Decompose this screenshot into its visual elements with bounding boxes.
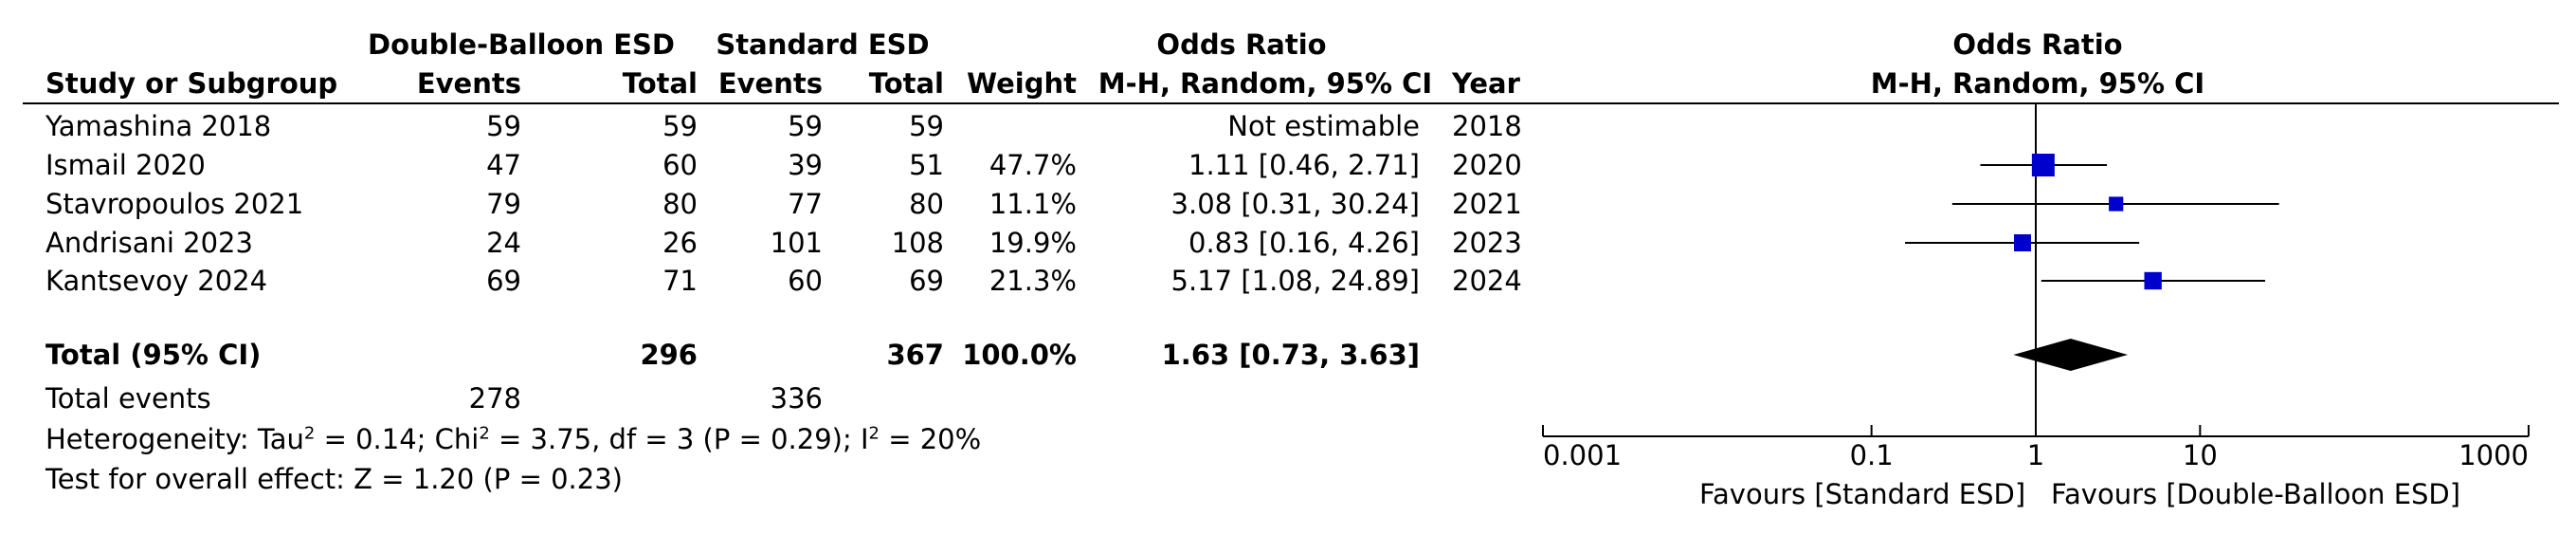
group1-header: Double-Balloon ESD [368,28,675,61]
weight-cell: 19.9% [989,227,1077,259]
total2-cell: 51 [909,149,944,181]
or-table-title: Odds Ratio [1156,28,1327,61]
total-ci: 1.63 [0.73, 3.63] [1161,339,1420,371]
total1-cell: 80 [662,188,698,220]
total1-cell: 26 [662,227,698,259]
year-cell: 2024 [1452,265,1522,297]
events2-cell: 39 [788,149,823,181]
year-cell: 2023 [1452,227,1522,259]
total-weight: 100.0% [962,339,1077,371]
events1-cell: 47 [486,149,521,181]
total-label: Total (95% CI) [45,339,262,371]
weight-cell: 21.3% [989,265,1077,297]
total-n1: 296 [640,339,698,371]
overall-effect-text: Test for overall effect: Z = 1.20 (P = 0… [45,463,623,495]
study-marker [2109,196,2124,212]
year-cell: 2020 [1452,149,1522,181]
total1-header: Total [622,67,698,100]
heterogeneity-text: Heterogeneity: Tau2 = 0.14; Chi2 = 3.75,… [45,423,982,455]
x-tick-label: 1 [2027,439,2044,471]
total-events-label: Total events [45,382,211,415]
total1-cell: 59 [662,110,698,142]
study-name: Stavropoulos 2021 [45,188,304,220]
events2-cell: 60 [788,265,823,297]
study-name: Yamashina 2018 [45,110,272,142]
study-marker [2031,154,2055,176]
x-tick-label: 1000 [2458,439,2529,471]
total2-header: Total [868,67,944,100]
study-name: Ismail 2020 [45,149,206,181]
weight-cell: 47.7% [989,149,1077,181]
events1-header: Events [416,67,521,100]
method-header: M-H, Random, 95% CI [1098,67,1433,100]
total-events-e2: 336 [770,382,823,415]
total2-cell: 108 [891,227,944,259]
ci-cell: 5.17 [1.08, 24.89] [1170,265,1420,297]
events2-cell: 101 [770,227,823,259]
year-header: Year [1452,67,1520,100]
events2-cell: 59 [788,110,823,142]
total-events-e1: 278 [468,382,521,415]
x-tick-label: 10 [2183,439,2218,471]
group2-header: Standard ESD [716,28,930,61]
study-name: Kantsevoy 2024 [45,265,268,297]
events1-cell: 24 [486,227,521,259]
weight-cell: 11.1% [989,188,1077,220]
total2-cell: 80 [909,188,944,220]
ci-cell: Not estimable [1227,110,1420,142]
total2-cell: 59 [909,110,944,142]
total2-cell: 69 [909,265,944,297]
plot-method-header: M-H, Random, 95% CI [1870,67,2205,100]
study-name: Andrisani 2023 [45,227,253,259]
x-tick-label: 0.1 [1850,439,1894,471]
study-col-header: Study or Subgroup [45,67,338,100]
ci-cell: 0.83 [0.16, 4.26] [1188,227,1420,259]
or-plot-title: Odds Ratio [1952,28,2123,61]
pooled-diamond [2013,339,2129,371]
year-cell: 2021 [1452,188,1522,220]
ci-cell: 1.11 [0.46, 2.71] [1188,149,1420,181]
events2-header: Events [717,67,823,100]
year-cell: 2018 [1452,110,1522,142]
events2-cell: 77 [788,188,823,220]
events1-cell: 79 [486,188,521,220]
x-tick-label: 0.001 [1543,439,1622,471]
weight-header: Weight [967,67,1077,100]
favours-right: Favours [Double-Balloon ESD] [2051,478,2461,510]
total1-cell: 71 [662,265,698,297]
study-marker [2013,234,2031,251]
total1-cell: 60 [662,149,698,181]
total-n2: 367 [886,339,944,371]
ci-cell: 3.08 [0.31, 30.24] [1170,188,1420,220]
study-marker [2144,271,2162,290]
events1-cell: 59 [486,110,521,142]
events1-cell: 69 [486,265,521,297]
favours-left: Favours [Standard ESD] [1699,478,2026,510]
